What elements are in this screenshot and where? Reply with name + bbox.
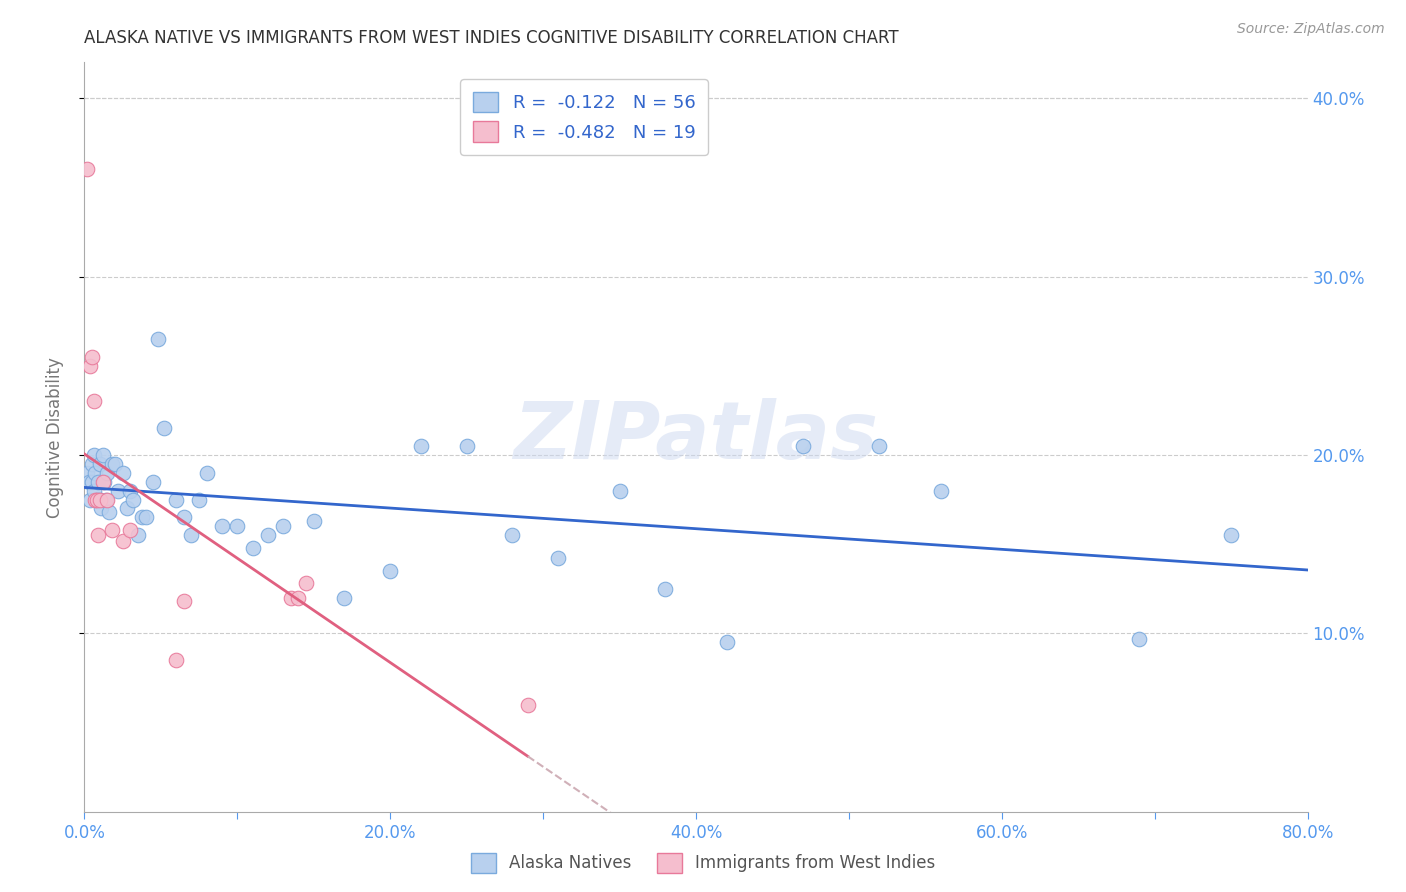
Point	[120, 523, 142, 537]
Point	[91, 475, 114, 489]
Point	[101, 523, 124, 537]
Point	[792, 439, 814, 453]
Point	[80, 457, 103, 471]
Point	[333, 591, 356, 605]
Point	[89, 492, 111, 507]
Point	[79, 492, 101, 507]
Point	[96, 492, 118, 507]
Point	[165, 492, 187, 507]
Point	[302, 514, 325, 528]
Point	[104, 457, 127, 471]
Point	[295, 576, 318, 591]
Point	[547, 551, 569, 566]
Text: ZIPatlas: ZIPatlas	[513, 398, 879, 476]
Text: Source: ZipAtlas.com: Source: ZipAtlas.com	[1237, 22, 1385, 37]
Point	[94, 492, 117, 507]
Point	[80, 475, 103, 489]
Point	[287, 591, 309, 605]
Point	[180, 528, 202, 542]
Point	[380, 564, 402, 578]
Point	[101, 457, 124, 471]
Point	[1220, 528, 1243, 542]
Point	[77, 475, 100, 489]
Point	[257, 528, 280, 542]
Y-axis label: Cognitive Disability: Cognitive Disability	[45, 357, 63, 517]
Point	[716, 635, 738, 649]
Legend: Alaska Natives, Immigrants from West Indies: Alaska Natives, Immigrants from West Ind…	[464, 847, 942, 880]
Point	[242, 541, 264, 555]
Point	[165, 653, 187, 667]
Point	[211, 519, 233, 533]
Point	[409, 439, 432, 453]
Point	[111, 466, 134, 480]
Point	[84, 492, 107, 507]
Point	[107, 483, 129, 498]
Point	[127, 528, 149, 542]
Point	[89, 457, 111, 471]
Point	[226, 519, 249, 533]
Point	[83, 448, 105, 462]
Point	[146, 332, 169, 346]
Point	[654, 582, 676, 596]
Point	[87, 475, 110, 489]
Point	[135, 510, 157, 524]
Point	[173, 594, 195, 608]
Text: ALASKA NATIVE VS IMMIGRANTS FROM WEST INDIES COGNITIVE DISABILITY CORRELATION CH: ALASKA NATIVE VS IMMIGRANTS FROM WEST IN…	[84, 29, 898, 47]
Point	[869, 439, 891, 453]
Point	[93, 475, 115, 489]
Point	[153, 421, 176, 435]
Point	[84, 466, 107, 480]
Point	[131, 510, 153, 524]
Point	[96, 466, 118, 480]
Point	[90, 501, 112, 516]
Point	[76, 162, 98, 177]
Point	[115, 501, 138, 516]
Point	[87, 528, 110, 542]
Legend: R =  -0.122   N = 56, R =  -0.482   N = 19: R = -0.122 N = 56, R = -0.482 N = 19	[460, 79, 709, 155]
Point	[89, 492, 111, 507]
Point	[929, 483, 952, 498]
Point	[86, 492, 108, 507]
Point	[120, 483, 142, 498]
Point	[456, 439, 478, 453]
Point	[1128, 632, 1150, 646]
Point	[516, 698, 538, 712]
Point	[142, 475, 165, 489]
Point	[80, 350, 103, 364]
Point	[271, 519, 294, 533]
Point	[79, 359, 101, 373]
Point	[111, 533, 134, 548]
Point	[76, 466, 98, 480]
Point	[502, 528, 524, 542]
Point	[173, 510, 195, 524]
Point	[86, 492, 108, 507]
Point	[97, 505, 120, 519]
Point	[91, 448, 114, 462]
Point	[83, 394, 105, 409]
Point	[195, 466, 218, 480]
Point	[280, 591, 302, 605]
Point	[122, 492, 145, 507]
Point	[188, 492, 211, 507]
Point	[609, 483, 631, 498]
Point	[83, 483, 105, 498]
